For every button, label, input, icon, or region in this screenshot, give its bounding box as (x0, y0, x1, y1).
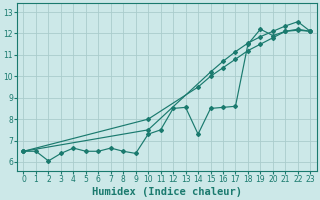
X-axis label: Humidex (Indice chaleur): Humidex (Indice chaleur) (92, 186, 242, 197)
